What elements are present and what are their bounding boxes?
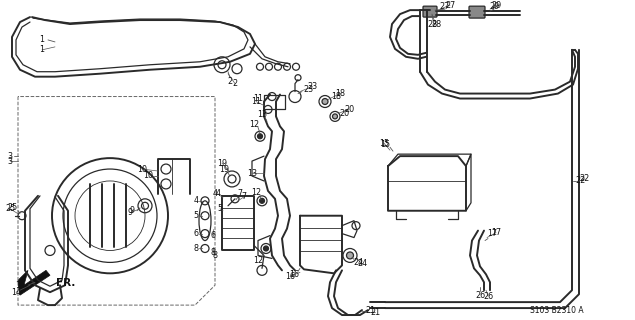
- Text: 29: 29: [489, 2, 499, 11]
- Text: 15: 15: [380, 140, 390, 149]
- Text: 1: 1: [39, 36, 44, 44]
- Text: 12: 12: [253, 256, 263, 265]
- Text: 16: 16: [285, 272, 295, 281]
- Text: S103 B2310 A: S103 B2310 A: [530, 306, 584, 315]
- Text: 25: 25: [7, 203, 17, 212]
- Circle shape: [258, 134, 262, 139]
- Text: 27: 27: [445, 1, 455, 10]
- Text: 5: 5: [194, 211, 199, 220]
- Text: 11: 11: [251, 97, 261, 106]
- Text: 24: 24: [357, 259, 367, 268]
- Text: 8: 8: [210, 248, 215, 257]
- Text: 23: 23: [303, 85, 313, 94]
- Text: 14: 14: [11, 288, 21, 297]
- Text: 22: 22: [575, 176, 585, 186]
- Text: 13: 13: [247, 169, 257, 178]
- Polygon shape: [18, 270, 50, 295]
- Text: 20: 20: [339, 109, 349, 118]
- FancyBboxPatch shape: [469, 6, 485, 18]
- Text: 18: 18: [335, 89, 345, 98]
- Text: 13: 13: [257, 110, 267, 119]
- Text: 7: 7: [241, 192, 246, 201]
- Text: 21: 21: [370, 308, 380, 316]
- Text: 2: 2: [232, 79, 237, 88]
- Text: 6: 6: [210, 231, 215, 240]
- Text: 19: 19: [219, 164, 229, 173]
- Text: 4: 4: [213, 189, 218, 198]
- Text: 4: 4: [194, 196, 199, 205]
- Text: 11: 11: [253, 94, 263, 103]
- Text: 18: 18: [331, 92, 341, 101]
- Text: 19: 19: [217, 159, 227, 168]
- Text: 29: 29: [492, 1, 502, 10]
- Text: 1: 1: [39, 45, 44, 54]
- Text: 12: 12: [249, 120, 259, 129]
- Text: 10: 10: [143, 172, 153, 180]
- Text: 2: 2: [227, 77, 232, 86]
- Text: 14: 14: [15, 281, 25, 290]
- Circle shape: [264, 246, 269, 251]
- Text: 22: 22: [580, 174, 590, 183]
- Circle shape: [333, 114, 337, 119]
- Text: 17: 17: [491, 228, 501, 237]
- FancyBboxPatch shape: [423, 6, 437, 17]
- Text: FR.: FR.: [56, 278, 76, 288]
- Text: 8: 8: [194, 244, 199, 253]
- Text: 12: 12: [251, 188, 261, 197]
- Text: 6: 6: [194, 229, 199, 238]
- Text: 20: 20: [344, 105, 354, 114]
- Text: 16: 16: [289, 270, 299, 279]
- Text: 3: 3: [8, 156, 13, 165]
- Text: 5: 5: [217, 204, 222, 213]
- Text: 7: 7: [237, 189, 243, 198]
- Text: 21: 21: [365, 306, 375, 315]
- Text: 10: 10: [137, 164, 147, 173]
- Text: 23: 23: [307, 82, 317, 91]
- Circle shape: [347, 252, 354, 259]
- Text: 17: 17: [487, 229, 497, 238]
- Text: 9: 9: [130, 206, 135, 215]
- Text: 24: 24: [353, 258, 363, 267]
- Circle shape: [322, 99, 328, 105]
- Text: 3: 3: [8, 152, 13, 161]
- Text: 9: 9: [128, 208, 133, 217]
- Circle shape: [260, 198, 265, 203]
- Text: 26: 26: [483, 292, 493, 301]
- Text: 28: 28: [431, 20, 441, 28]
- Text: 8: 8: [213, 251, 218, 260]
- Text: 27: 27: [440, 2, 450, 11]
- Text: 15: 15: [379, 139, 389, 148]
- Text: 26: 26: [475, 291, 485, 300]
- Text: 4: 4: [215, 189, 220, 198]
- Text: 25: 25: [5, 204, 15, 213]
- Text: 28: 28: [427, 20, 437, 28]
